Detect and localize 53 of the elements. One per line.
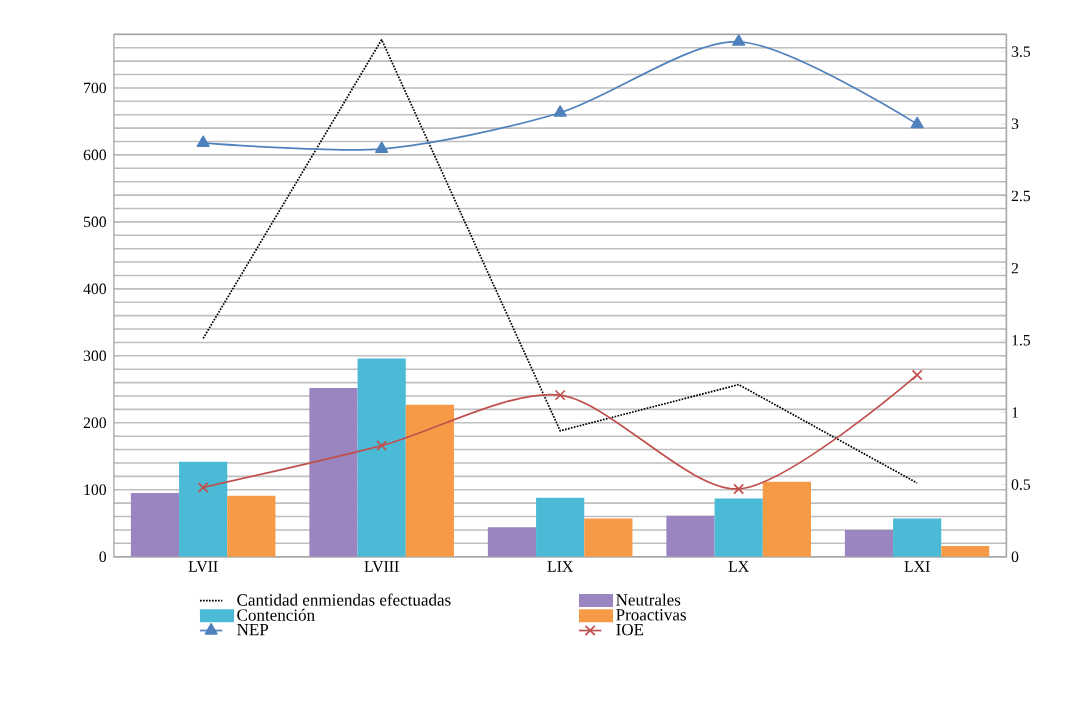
bar [941,546,990,557]
y2-tick-label: 3.5 [1011,46,1031,58]
line-series [202,38,919,485]
bar [762,481,811,557]
bar [666,515,715,557]
x-tick-label: LIX [547,561,573,572]
y2-tick-label: 2 [1011,263,1019,274]
bar [309,388,358,557]
y2-tick-label: 2.5 [1011,190,1031,202]
point [911,369,923,381]
point [197,482,209,494]
bar [536,497,585,557]
y2-tick-label: 0 [1011,551,1019,563]
legend-label: IOE [616,624,644,636]
legend-label: NEP [237,624,269,636]
legend-label: Neutrales [616,593,681,606]
y2-tick-label: 0.5 [1011,479,1031,491]
y-tick-label: 0 [99,551,107,563]
bar [714,498,763,557]
point [196,135,210,148]
y-tick-label: 500 [83,216,107,228]
x-tick-label: LVIII [364,561,399,572]
point [553,105,567,117]
x-tick-label: LX [728,561,749,572]
bar [227,495,276,557]
y-tick-label: 200 [83,417,107,429]
bar [130,493,180,557]
bar [179,461,228,557]
bar [893,518,942,557]
bar [405,404,454,557]
legend-label: Proactivas [616,609,686,621]
y2-tick-label: 3 [1011,118,1019,130]
bar [844,530,894,557]
x-tick-label: LXI [904,561,930,572]
point [554,389,566,401]
y-tick-label: 300 [83,350,107,362]
legend-label: Contención [237,608,315,621]
y-tick-label: 600 [83,149,107,161]
bar [584,518,633,557]
y2-tick-label: 1 [1012,407,1018,418]
bar [357,358,406,557]
point [376,440,388,452]
y-tick-label: 100 [84,484,107,496]
point [733,483,745,495]
point [910,116,924,129]
legend-label: Cantidad enmiendas efectuadas [237,593,451,606]
x-tick-label: LVII [188,561,218,572]
y-tick-label: 400 [83,283,107,295]
bar [487,527,537,557]
y2-tick-label: 1.5 [1012,335,1031,346]
point [375,141,389,154]
point [732,34,746,46]
y-tick-label: 700 [84,82,107,94]
